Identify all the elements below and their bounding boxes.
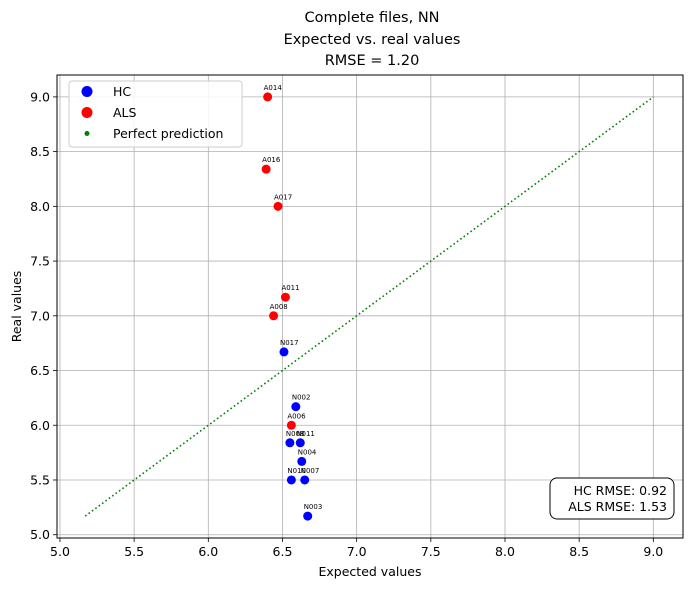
chart-title: Complete files, NN Expected vs. real val… [284, 10, 461, 69]
y-tick-label: 6.5 [30, 363, 50, 378]
hc-point [291, 402, 301, 412]
point-label: A008 [270, 303, 288, 311]
x-tick-label: 5.0 [50, 544, 70, 559]
als-rmse-text: ALS RMSE: 1.53 [568, 499, 667, 514]
point-label: A011 [281, 284, 299, 292]
hc-point [279, 347, 289, 357]
perfect-prediction-segment [84, 96, 654, 517]
y-tick-label: 5.0 [30, 527, 50, 542]
hc-point [286, 475, 296, 485]
point-label: N008 [286, 430, 305, 438]
y-tick-label: 8.0 [30, 199, 50, 214]
y-tick-label: 5.5 [30, 472, 50, 487]
x-tick-label: 9.0 [643, 544, 663, 559]
point-label: A006 [287, 412, 306, 420]
point-label: N004 [298, 448, 317, 456]
perfect-prediction-line [84, 96, 654, 517]
y-axis-label: Real values [9, 271, 24, 343]
hc-point [295, 438, 305, 448]
legend: HC ALS Perfect prediction [68, 80, 243, 148]
title-line-3: RMSE = 1.20 [325, 53, 420, 69]
y-tick-label: 7.5 [30, 254, 50, 269]
hc-rmse-text: HC RMSE: 0.92 [574, 483, 667, 498]
point-label: N010 [287, 467, 306, 475]
point-label: N003 [304, 503, 323, 511]
legend-marker-hc [81, 86, 93, 97]
x-tick-label: 7.5 [421, 544, 441, 559]
x-tick-label: 5.5 [124, 544, 144, 559]
title-line-1: Complete files, NN [304, 10, 439, 26]
y-tick-label: 6.0 [30, 418, 50, 433]
y-axis-ticks: 5.0 5.5 6.0 6.5 7.0 7.5 8.0 8.5 9.0 [30, 89, 57, 542]
legend-label-perfect: Perfect prediction [113, 126, 223, 141]
x-axis-ticks: 5.0 5.5 6.0 6.5 7.0 7.5 8.0 8.5 9.0 [50, 538, 663, 559]
als-point [280, 292, 290, 302]
point-label: N017 [280, 339, 299, 347]
als-point [273, 201, 283, 211]
y-tick-label: 7.0 [30, 308, 50, 323]
hc-point [303, 511, 313, 521]
x-tick-label: 6.0 [198, 544, 218, 559]
point-label: A016 [262, 156, 281, 164]
point-label: A017 [274, 193, 292, 201]
rmse-box [549, 477, 675, 520]
legend-label-als: ALS [113, 105, 137, 120]
hc-point [297, 456, 307, 466]
point-label: N007 [301, 467, 320, 475]
legend-marker-perfect [84, 131, 90, 136]
rmse-annotation: HC RMSE: 0.92 ALS RMSE: 1.53 [549, 477, 675, 520]
legend-label-hc: HC [113, 84, 131, 99]
x-axis-label: Expected values [319, 564, 422, 579]
grid [57, 75, 683, 538]
data-points [261, 92, 313, 521]
legend-marker-als [81, 107, 93, 118]
y-tick-label: 8.5 [30, 144, 50, 159]
als-point [263, 92, 273, 102]
legend-box [68, 80, 243, 148]
x-tick-label: 6.5 [273, 544, 293, 559]
point-label: N002 [292, 394, 311, 402]
als-point [269, 311, 279, 321]
als-point [261, 164, 271, 174]
hc-point [300, 475, 310, 485]
point-label: N011 [296, 430, 315, 438]
hc-point [285, 438, 295, 448]
x-tick-label: 8.0 [495, 544, 515, 559]
x-tick-label: 8.5 [569, 544, 589, 559]
plot-frame [56, 74, 684, 539]
x-tick-label: 7.0 [347, 544, 367, 559]
point-label: A014 [264, 84, 283, 92]
als-point [286, 420, 296, 430]
y-tick-label: 9.0 [30, 89, 50, 104]
title-line-2: Expected vs. real values [284, 32, 461, 48]
